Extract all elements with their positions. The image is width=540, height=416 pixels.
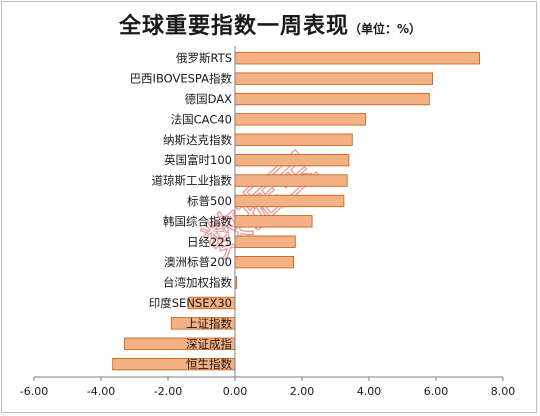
x-tick-label-5: 4.00 [357,385,382,398]
x-tick-label-4: 2.00 [290,385,315,398]
bar-1 [234,72,434,85]
x-tick-label-6: 6.00 [424,385,449,398]
category-label-3: 法国CAC40 [171,112,232,126]
bar-7 [234,194,345,208]
category-label-8: 韩国综合指数 [163,214,232,228]
category-label-13: 上证指数 [186,316,232,330]
category-label-2: 德国DAX [185,92,233,106]
x-tick-label-3: 0.00 [223,385,248,398]
bar-9 [234,235,296,248]
bar-8 [234,215,313,228]
chart-title: 全球重要指数一周表现（单位：%） [0,8,540,40]
x-tick-label-2: -2.00 [154,385,182,398]
chart-title-text: 全球重要指数一周表现 [118,14,349,39]
category-label-11: 台湾加权指数 [163,276,232,290]
category-label-10: 澳洲标普200 [164,255,232,269]
category-label-14: 深证成指 [186,337,232,351]
bar-5 [234,153,350,167]
bar-6 [234,174,348,187]
category-label-0: 俄罗斯RTS [176,51,232,65]
bar-10 [234,255,294,269]
bar-0 [234,52,481,65]
bar-3 [234,113,367,126]
bar-4 [234,133,353,146]
bar-2 [234,92,430,106]
category-label-7: 标普500 [187,194,232,208]
x-tick-label-1: -4.00 [87,385,115,398]
category-label-15: 恒生指数 [186,357,232,371]
x-tick-label-0: -6.00 [20,385,48,398]
unit-note: （单位：%） [348,22,422,36]
category-label-1: 巴西IBOVESPA指数 [130,72,233,86]
category-label-4: 纳斯达克指数 [163,133,232,147]
category-label-5: 英国富时100 [164,153,232,167]
x-tick-label-7: 8.00 [491,385,516,398]
category-label-6: 道琼斯工业指数 [152,174,233,188]
category-label-12: 印度SENSEX30 [149,296,232,310]
category-label-9: 日经225 [187,235,232,249]
